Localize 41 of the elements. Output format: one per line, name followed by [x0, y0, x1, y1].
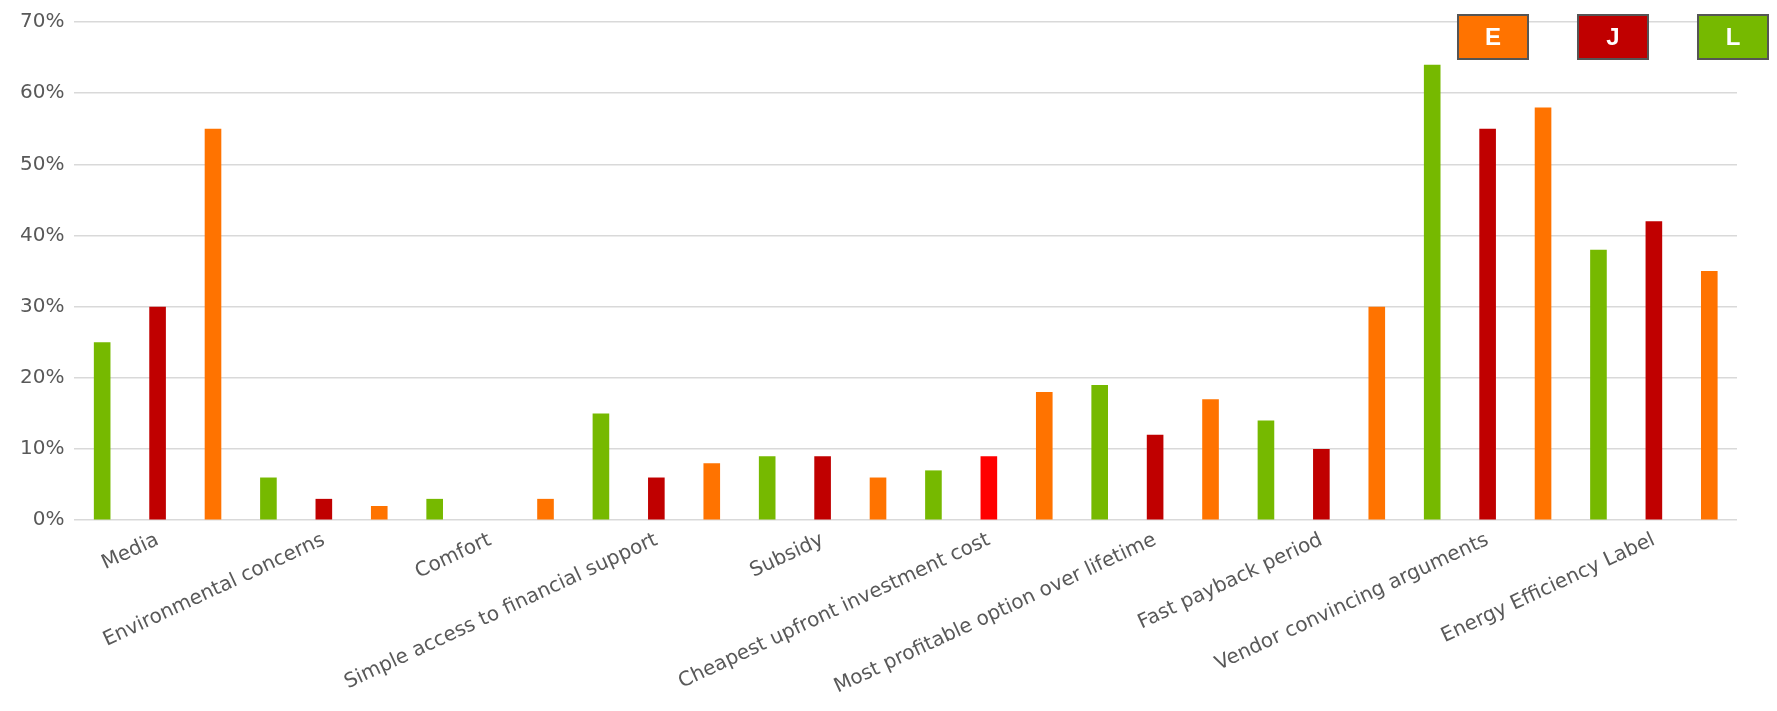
text: L — [1697, 14, 1769, 60]
text: J — [1577, 14, 1649, 60]
bar — [1202, 399, 1219, 520]
y-tick-label: 0% — [32, 506, 65, 531]
bar — [1035, 392, 1053, 520]
bar — [980, 456, 998, 520]
text: E — [1457, 14, 1529, 60]
bar — [703, 463, 721, 520]
bar — [592, 413, 610, 520]
bar — [1534, 107, 1552, 520]
y-tick-label: 20% — [20, 364, 65, 389]
bar — [869, 477, 887, 520]
y-tick-label: 60% — [20, 79, 65, 104]
bar — [1479, 128, 1496, 520]
bar — [1313, 449, 1330, 520]
bar — [648, 477, 665, 520]
bar — [814, 456, 831, 520]
bar — [426, 498, 443, 520]
y-tick-label: 70% — [20, 8, 65, 33]
y-tick-label: 40% — [20, 221, 65, 246]
bar — [370, 505, 388, 520]
bar — [315, 498, 333, 520]
bar — [537, 498, 554, 520]
y-tick-label: 10% — [20, 435, 65, 460]
bar — [758, 456, 776, 520]
bar — [925, 470, 942, 520]
bar — [1368, 306, 1386, 520]
bar — [1146, 434, 1164, 520]
bar — [149, 306, 166, 520]
bar — [1700, 271, 1718, 520]
bar — [204, 128, 222, 520]
bar — [1590, 249, 1607, 520]
x-tick-label: Media — [97, 526, 162, 574]
bar — [260, 477, 277, 520]
bar — [1091, 384, 1108, 520]
y-tick-label: 50% — [20, 150, 65, 175]
bar — [93, 342, 111, 520]
bar — [1257, 420, 1275, 520]
bar — [1423, 64, 1441, 520]
bar — [1645, 221, 1663, 520]
y-tick-label: 30% — [20, 292, 65, 317]
